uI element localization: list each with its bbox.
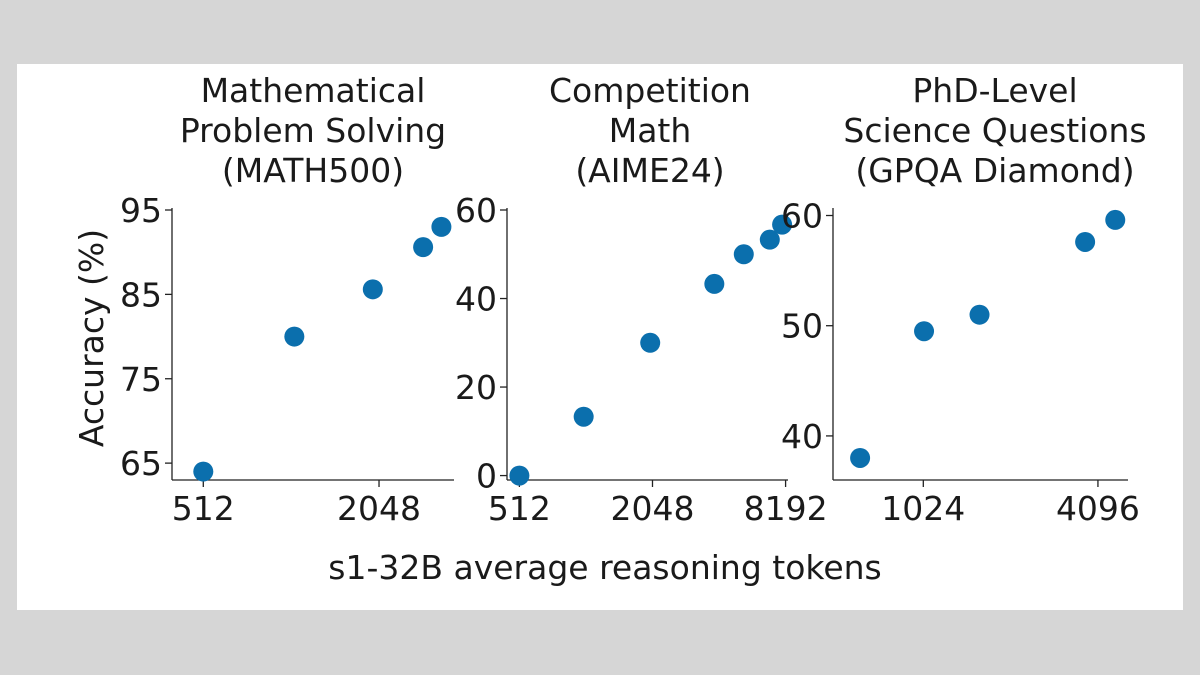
data-point [1075,231,1096,252]
data-point [1105,209,1126,230]
data-point [914,321,935,342]
data-point [704,273,725,294]
scatter-figure: Accuracy (%) s1-32B average reasoning to… [72,71,1147,587]
chart-title-line: (AIME24) [575,151,724,190]
data-point [362,279,383,300]
figure-card: Accuracy (%) s1-32B average reasoning to… [17,64,1183,610]
x-tick-label: 512 [488,489,551,528]
chart-title-line: Mathematical [201,71,426,110]
data-point [431,216,452,237]
y-tick-label: 60 [781,197,823,236]
data-point [733,244,754,265]
x-tick-label: 8192 [744,489,828,528]
x-tick-label: 1024 [881,489,965,528]
y-tick-label: 50 [781,307,823,346]
data-point [509,465,530,486]
data-point [772,214,793,235]
chart-title-line: (MATH500) [222,151,404,190]
y-tick-label: 85 [120,275,162,314]
y-tick-label: 0 [476,457,497,496]
y-tick-label: 40 [781,417,823,456]
y-tick-label: 65 [120,444,162,483]
y-tick-label: 40 [455,280,497,319]
chart-title-line: (GPQA Diamond) [855,151,1134,190]
x-tick-label: 4096 [1056,489,1140,528]
x-tick-label: 2048 [611,489,695,528]
data-point [284,326,305,347]
y-axis-label: Accuracy (%) [72,229,111,447]
data-point [413,237,434,258]
y-tick-label: 60 [455,191,497,230]
chart-title-line: Problem Solving [180,111,446,150]
x-tick-label: 512 [172,489,235,528]
data-point [640,332,661,353]
y-tick-label: 75 [120,360,162,399]
data-point [850,447,871,468]
data-point [759,229,780,250]
x-axis-label: s1-32B average reasoning tokens [328,548,881,587]
data-point [193,461,214,482]
y-tick-label: 95 [120,191,162,230]
data-point [969,304,990,325]
y-tick-label: 20 [455,368,497,407]
chart-title-line: PhD-Level [912,71,1077,110]
chart-title-line: Science Questions [843,111,1146,150]
x-tick-label: 2048 [337,489,421,528]
chart-title-line: Math [609,111,692,150]
chart-title-line: Competition [549,71,751,110]
data-point [573,406,594,427]
